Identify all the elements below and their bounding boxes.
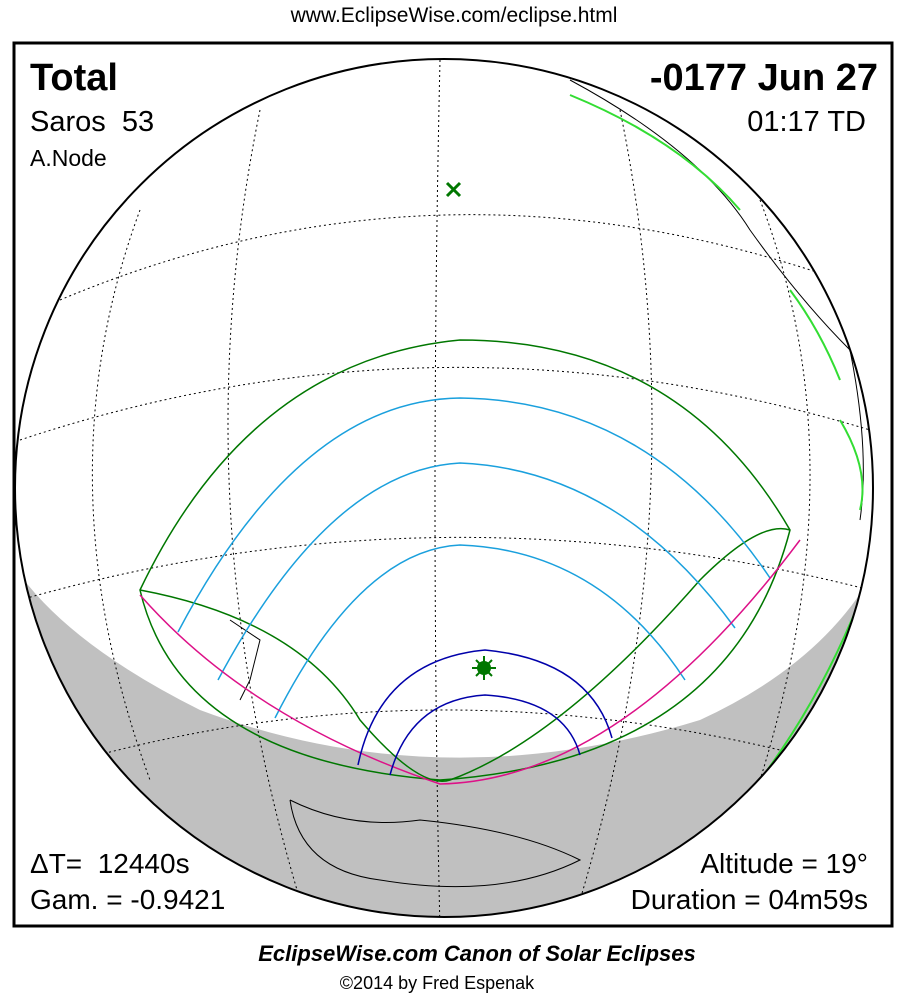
url: www.EclipseWise.com/eclipse.html <box>290 4 618 27</box>
date: -0177 Jun 27 <box>650 57 878 99</box>
globe-outline <box>14 58 874 918</box>
altitude: Altitude = 19° <box>700 848 868 879</box>
eclipse-paths <box>139 339 801 785</box>
coastlines <box>229 79 864 888</box>
time: 01:17 TD <box>747 106 866 138</box>
globe <box>15 59 873 917</box>
frame <box>12 41 894 928</box>
borders <box>569 94 864 781</box>
night-region <box>15 560 873 917</box>
greatest-eclipse-marker <box>445 181 462 198</box>
duration: Duration = 04m59s <box>631 884 868 915</box>
copyright: ©2014 by Fred Espenak <box>340 973 535 993</box>
delta-t: ΔT= 12440s <box>30 848 190 879</box>
gamma: Gam. = -0.9421 <box>30 884 225 915</box>
footer-title: EclipseWise.com Canon of Solar Eclipses <box>258 941 696 966</box>
graticule <box>19 59 871 917</box>
eclipse-type: Total <box>30 57 118 99</box>
saros: Saros 53 <box>30 106 154 138</box>
sun-marker <box>472 656 496 680</box>
node: A.Node <box>30 145 107 171</box>
